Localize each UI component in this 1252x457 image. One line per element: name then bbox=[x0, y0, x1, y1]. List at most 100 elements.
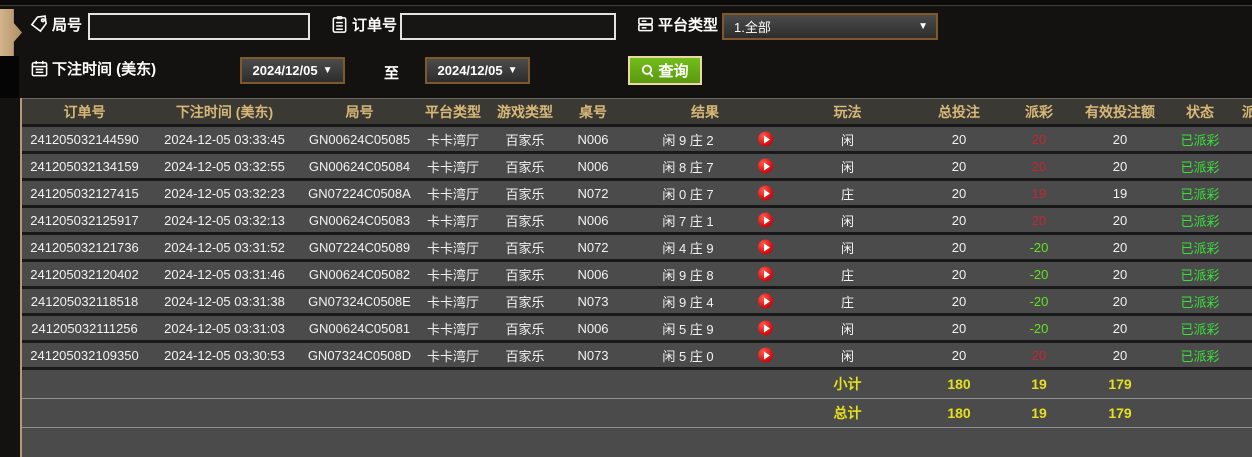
cell-round-no: GN00624C05082 bbox=[302, 262, 417, 289]
play-video-button[interactable] bbox=[758, 347, 773, 363]
table-row: 241205032125917 2024-12-05 03:32:13 GN00… bbox=[22, 208, 1252, 235]
cell-result: 闲 7 庄 1 bbox=[625, 208, 785, 235]
cell-valid-bet: 20 bbox=[1070, 208, 1170, 235]
cell-order-no: 241205032134159 bbox=[22, 154, 147, 181]
cell-order-no: 241205032121736 bbox=[22, 235, 147, 262]
cell-status: 已派彩 bbox=[1170, 343, 1230, 370]
cell-round-no: GN07324C0508D bbox=[302, 343, 417, 370]
table-row: 241205032134159 2024-12-05 03:32:55 GN00… bbox=[22, 154, 1252, 181]
cell-game-type: 百家乐 bbox=[489, 154, 561, 181]
play-icon bbox=[763, 351, 770, 359]
cell-clipped bbox=[1230, 235, 1252, 262]
col-table-no: 桌号 bbox=[561, 98, 625, 127]
query-button[interactable]: 查询 bbox=[628, 56, 702, 85]
play-video-button[interactable] bbox=[758, 266, 773, 282]
cell-bet-time: 2024-12-05 03:31:03 bbox=[147, 316, 302, 343]
table-row: 241205032127415 2024-12-05 03:32:23 GN07… bbox=[22, 181, 1252, 208]
subtotal-payout: 19 bbox=[1008, 370, 1070, 399]
platform-type-select[interactable]: 1.全部 ▼ bbox=[722, 13, 938, 40]
cell-round-no: GN07324C0508E bbox=[302, 289, 417, 316]
cell-bet-time: 2024-12-05 03:30:53 bbox=[147, 343, 302, 370]
cell-platform: 卡卡湾厅 bbox=[417, 154, 489, 181]
chevron-down-icon: ▼ bbox=[507, 65, 518, 76]
cell-status: 已派彩 bbox=[1170, 262, 1230, 289]
col-play-type: 玩法 bbox=[785, 98, 910, 127]
cell-bet-time: 2024-12-05 03:31:38 bbox=[147, 289, 302, 316]
play-video-button[interactable] bbox=[758, 320, 773, 336]
cell-bet-time: 2024-12-05 03:31:46 bbox=[147, 262, 302, 289]
play-video-button[interactable] bbox=[758, 131, 773, 147]
date-from-picker[interactable]: 2024/12/05 ▼ bbox=[240, 57, 345, 84]
table-row: 241205032120402 2024-12-05 03:31:46 GN00… bbox=[22, 262, 1252, 289]
order-no-input[interactable] bbox=[400, 13, 616, 40]
result-text: 闲 5 庄 9 bbox=[662, 321, 714, 337]
cell-result: 闲 9 庄 8 bbox=[625, 262, 785, 289]
cell-order-no: 241205032118518 bbox=[22, 289, 147, 316]
result-text: 闲 9 庄 2 bbox=[662, 132, 714, 148]
date-to-value: 2024/12/05 bbox=[437, 63, 503, 78]
panel-collapse-handle[interactable] bbox=[0, 9, 22, 56]
cell-result: 闲 5 庄 0 bbox=[625, 343, 785, 370]
cell-payout: 20 bbox=[1008, 208, 1070, 235]
cell-total-bet: 20 bbox=[910, 181, 1008, 208]
cell-table-no: N006 bbox=[561, 208, 625, 235]
game-no-input[interactable] bbox=[88, 13, 310, 40]
cell-payout: -20 bbox=[1008, 316, 1070, 343]
cell-game-type: 百家乐 bbox=[489, 343, 561, 370]
cell-clipped bbox=[1230, 289, 1252, 316]
cell-play-type: 庄 bbox=[785, 262, 910, 289]
date-to-separator: 至 bbox=[384, 65, 400, 82]
cell-status: 已派彩 bbox=[1170, 154, 1230, 181]
play-video-button[interactable] bbox=[758, 239, 773, 255]
search-icon bbox=[642, 64, 654, 77]
cell-payout: 20 bbox=[1008, 343, 1070, 370]
cell-payout: 20 bbox=[1008, 127, 1070, 154]
cell-clipped bbox=[1230, 127, 1252, 154]
cell-platform: 卡卡湾厅 bbox=[417, 316, 489, 343]
cell-total-bet: 20 bbox=[910, 343, 1008, 370]
play-icon bbox=[763, 243, 770, 251]
cell-status: 已派彩 bbox=[1170, 181, 1230, 208]
cell-round-no: GN00624C05081 bbox=[302, 316, 417, 343]
cell-round-no: GN00624C05083 bbox=[302, 208, 417, 235]
col-clipped: 派 bbox=[1230, 98, 1252, 127]
play-video-button[interactable] bbox=[758, 158, 773, 174]
empty-row bbox=[22, 428, 1252, 457]
result-text: 闲 5 庄 0 bbox=[662, 348, 714, 364]
play-video-button[interactable] bbox=[758, 185, 773, 201]
subtotal-bet: 180 bbox=[910, 370, 1008, 399]
cell-result: 闲 5 庄 9 bbox=[625, 316, 785, 343]
play-video-button[interactable] bbox=[758, 212, 773, 228]
cell-table-no: N073 bbox=[561, 289, 625, 316]
cell-order-no: 241205032120402 bbox=[22, 262, 147, 289]
result-text: 闲 9 庄 4 bbox=[662, 294, 714, 310]
cell-order-no: 241205032125917 bbox=[22, 208, 147, 235]
cell-table-no: N072 bbox=[561, 181, 625, 208]
cell-total-bet: 20 bbox=[910, 316, 1008, 343]
cell-payout: -20 bbox=[1008, 262, 1070, 289]
cell-status: 已派彩 bbox=[1170, 316, 1230, 343]
play-icon bbox=[763, 216, 770, 224]
cell-clipped bbox=[1230, 208, 1252, 235]
chevron-down-icon: ▼ bbox=[322, 65, 333, 76]
cell-bet-time: 2024-12-05 03:33:45 bbox=[147, 127, 302, 154]
cell-game-type: 百家乐 bbox=[489, 235, 561, 262]
cell-clipped bbox=[1230, 343, 1252, 370]
cell-game-type: 百家乐 bbox=[489, 262, 561, 289]
cell-play-type: 闲 bbox=[785, 208, 910, 235]
total-label: 总计 bbox=[785, 399, 910, 428]
tag-icon bbox=[30, 15, 47, 33]
cell-round-no: GN00624C05084 bbox=[302, 154, 417, 181]
play-video-button[interactable] bbox=[758, 293, 773, 309]
cell-total-bet: 20 bbox=[910, 262, 1008, 289]
cell-clipped bbox=[1230, 316, 1252, 343]
top-divider bbox=[0, 0, 1252, 6]
cell-payout: 19 bbox=[1008, 181, 1070, 208]
cell-table-no: N006 bbox=[561, 316, 625, 343]
date-to-picker[interactable]: 2024/12/05 ▼ bbox=[425, 57, 530, 84]
col-round-no: 局号 bbox=[302, 98, 417, 127]
cell-clipped bbox=[1230, 262, 1252, 289]
play-icon bbox=[763, 297, 770, 305]
result-text: 闲 4 庄 9 bbox=[662, 240, 714, 256]
col-payout: 派彩 bbox=[1008, 98, 1070, 127]
